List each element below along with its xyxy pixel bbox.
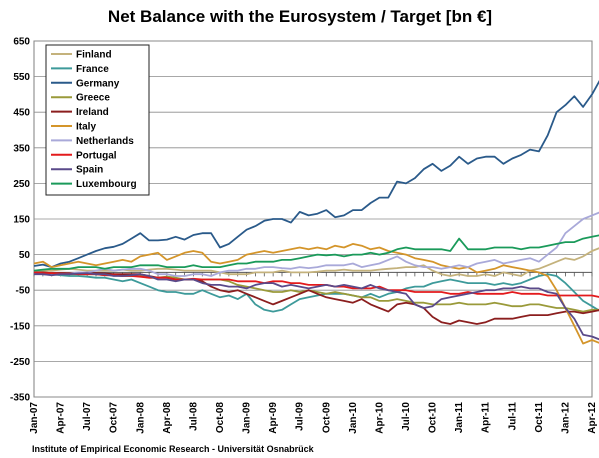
y-tick-label: -50 — [16, 286, 31, 297]
legend-entry: Luxembourg — [76, 179, 137, 190]
x-tick-label: Jan-11 — [454, 402, 465, 434]
legend-entry: Germany — [76, 78, 120, 89]
x-tick-label: Apr-12 — [587, 402, 598, 434]
x-tick-label: Apr-10 — [374, 402, 385, 434]
x-tick-label: Oct-08 — [215, 402, 226, 434]
legend-entry: Ireland — [76, 107, 109, 118]
series-line-italy — [33, 243, 599, 345]
legend-entry: Greece — [76, 93, 110, 104]
x-tick-label: Jul-08 — [188, 402, 199, 431]
legend-entry: Finland — [76, 50, 112, 61]
y-axis: 650 550 450 350 250 150 50 -50 -150 -250 -350 — [10, 37, 30, 404]
y-tick-label: 650 — [13, 37, 30, 48]
x-tick-label: Jan-09 — [242, 402, 253, 434]
x-tick-label: Jan-10 — [348, 402, 359, 434]
series-line-finland — [33, 247, 599, 277]
legend: Finland France Germany Greece Ireland Italy Ne… — [45, 44, 150, 196]
legend-entry: Portugal — [76, 150, 117, 161]
x-tick-label: Jul-11 — [507, 402, 518, 431]
legend-entry: France — [76, 64, 109, 75]
legend-entry: Italy — [76, 122, 96, 133]
series-layer — [33, 79, 599, 345]
series-line-netherlands — [33, 211, 599, 277]
x-tick-label: Jul-10 — [401, 402, 412, 431]
legend-entry: Netherlands — [76, 136, 134, 147]
x-tick-label: Apr-07 — [56, 402, 67, 434]
y-tick-label: 250 — [13, 179, 30, 190]
x-tick-label: Apr-08 — [162, 402, 173, 434]
y-tick-label: 450 — [13, 108, 30, 119]
x-tick-label: Oct-07 — [109, 402, 120, 434]
series-line-spain — [34, 272, 599, 341]
x-tick-label: Jan-08 — [135, 402, 146, 434]
x-tick-label: Apr-11 — [481, 402, 492, 434]
y-tick-label: 50 — [19, 250, 31, 261]
series-line-germany — [33, 79, 599, 268]
x-tick-label: Jan-12 — [560, 402, 571, 434]
footer-source: Institute of Empirical Economic Research… — [32, 444, 315, 454]
y-tick-label: -150 — [10, 321, 30, 332]
x-tick-label: Jul-07 — [82, 402, 93, 431]
x-tick-label: Apr-09 — [268, 402, 279, 434]
y-tick-label: -250 — [10, 357, 30, 368]
x-tick-label: Oct-11 — [534, 402, 545, 433]
series-line-luxembourg — [33, 234, 599, 272]
y-tick-label: -350 — [10, 393, 30, 404]
legend-entry: Spain — [76, 165, 103, 176]
x-tick-label: Oct-09 — [321, 402, 332, 434]
x-tick-label: Jul-09 — [295, 402, 306, 431]
x-tick-label: Jan-07 — [29, 402, 40, 434]
chart-title: Net Balance with the Eurosystem / Target… — [108, 7, 492, 26]
y-tick-label: 550 — [13, 72, 30, 83]
y-tick-label: 150 — [13, 215, 30, 226]
x-tick-label: Oct-10 — [428, 402, 439, 434]
y-tick-label: 350 — [13, 143, 30, 154]
